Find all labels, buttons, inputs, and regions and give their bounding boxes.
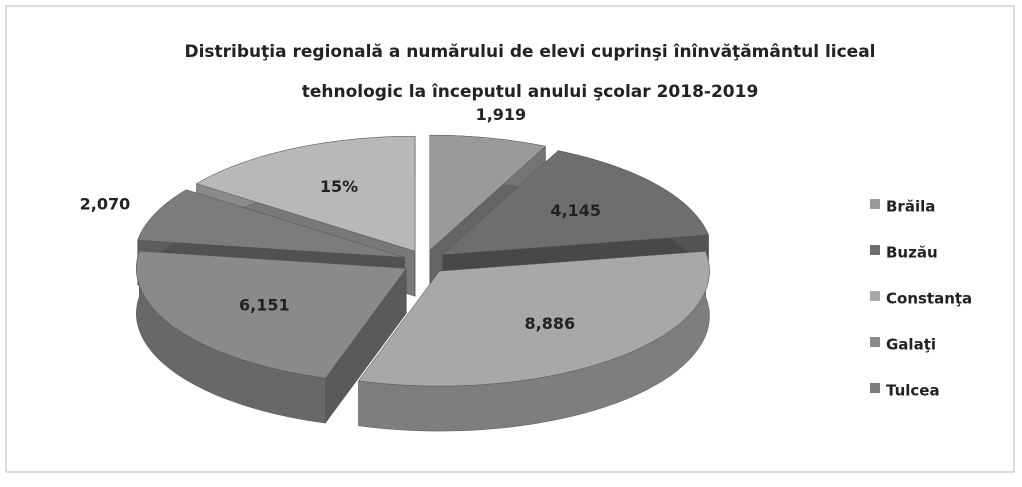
legend-label: Brăila (886, 198, 935, 216)
legend-label: Constanţa (886, 290, 972, 308)
slice-top (136, 250, 407, 379)
data-label: 4,145 (550, 201, 601, 220)
chart-title: tehnologic la începutul anului şcolar 20… (302, 82, 759, 102)
data-label: 2,070 (80, 194, 131, 213)
slice-top (137, 189, 405, 258)
legend-swatch (870, 337, 880, 347)
pie-slice (358, 251, 710, 432)
chart-title: Distribuţia regională a numărului de ele… (184, 42, 875, 62)
slice-top (441, 150, 709, 256)
data-label: 15% (320, 177, 358, 196)
legend-swatch (870, 199, 880, 209)
data-label: 8,886 (525, 314, 576, 333)
slice-top (429, 134, 546, 251)
legend-label: Buzău (886, 244, 938, 262)
legend-label: Galaţi (886, 336, 936, 354)
data-label: 1,919 (476, 105, 527, 124)
legend-swatch (870, 291, 880, 301)
legend-label: Tulcea (886, 382, 940, 400)
legend-swatch (870, 245, 880, 255)
slice-top (358, 251, 710, 387)
data-label: 6,151 (239, 296, 290, 315)
slice-top (195, 135, 416, 252)
pie-slice (136, 250, 407, 424)
legend-swatch (870, 383, 880, 393)
